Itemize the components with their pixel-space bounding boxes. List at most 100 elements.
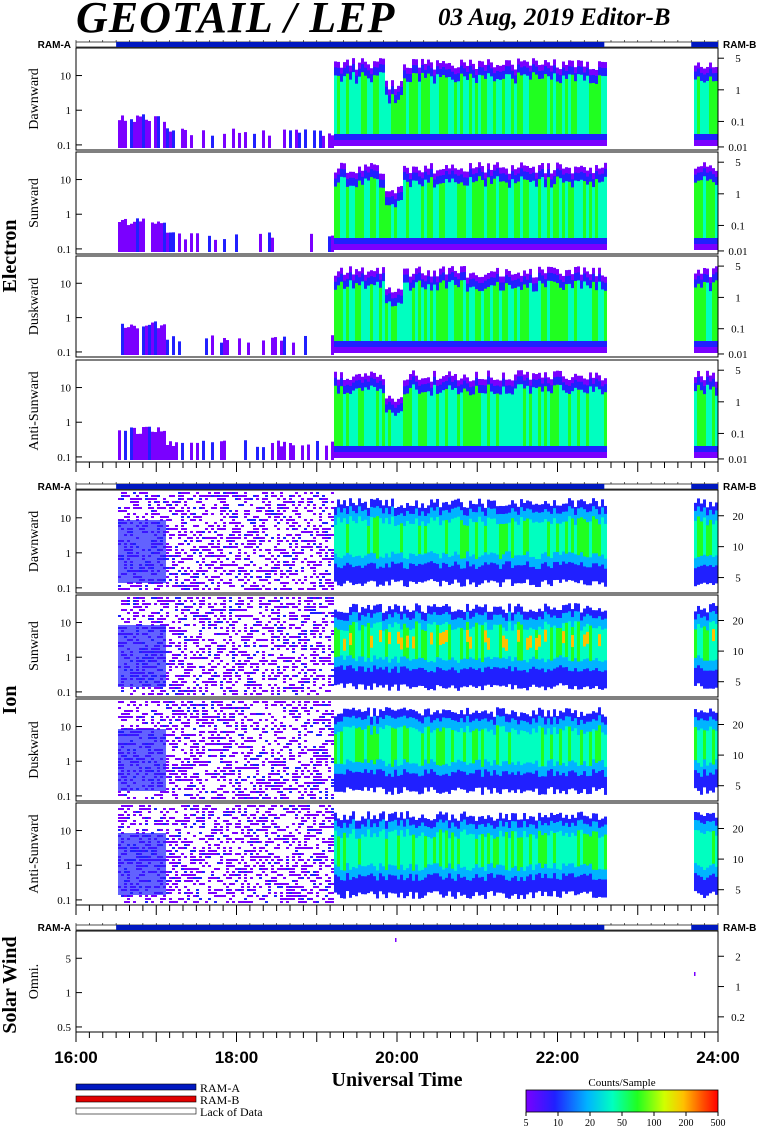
spectro-cell <box>388 409 391 446</box>
spectro-cell <box>247 597 250 599</box>
spectro-cell <box>280 645 283 647</box>
spectro-cell <box>262 570 265 572</box>
spectro-cell <box>244 725 247 727</box>
spectro-cell <box>133 492 136 494</box>
spectro-cell <box>184 570 187 572</box>
spectro-cell <box>205 779 208 781</box>
spectro-cell <box>124 520 127 583</box>
spectro-cell <box>133 690 136 692</box>
spectro-cell <box>517 286 520 341</box>
spectro-cell <box>331 441 334 460</box>
spectro-cell <box>274 704 277 706</box>
spectro-cell <box>244 755 247 757</box>
spectro-cell <box>322 606 325 608</box>
spectro-cell <box>292 552 295 554</box>
spectro-cell <box>274 719 277 721</box>
spectro-cell <box>166 600 169 602</box>
spectro-cell <box>259 719 262 721</box>
spectro-cell <box>190 749 193 751</box>
spectro-cell <box>118 498 121 500</box>
spectro-cell <box>481 75 484 134</box>
spectro-cell <box>307 597 310 599</box>
spectro-cell <box>208 606 211 608</box>
spectro-cell <box>331 600 334 602</box>
spectro-cell <box>169 504 172 506</box>
spectro-cell <box>295 558 298 560</box>
spectro-cell <box>322 534 325 536</box>
spectro-cell <box>238 770 241 772</box>
spectro-cell <box>211 606 214 608</box>
spectro-cell <box>337 285 340 341</box>
spectro-cell <box>424 179 427 238</box>
spectro-cell <box>235 767 238 769</box>
spectro-cell <box>349 185 352 238</box>
spectro-cell <box>301 630 304 632</box>
spectro-cell <box>229 731 232 733</box>
spectro-cell <box>295 675 298 677</box>
spectro-cell <box>220 681 223 683</box>
spectro-cell <box>565 284 568 341</box>
spectro-cell <box>187 507 190 509</box>
spectro-cell <box>199 564 202 566</box>
spectro-cell <box>190 734 193 736</box>
spectro-cell <box>316 576 319 578</box>
spectro-cell <box>604 76 607 134</box>
spectro-cell <box>517 384 520 446</box>
spectro-cell <box>154 612 157 614</box>
spectro-cell <box>286 561 289 563</box>
spectro-cell <box>175 564 178 566</box>
spectro-cell <box>220 770 223 772</box>
spectro-cell <box>139 704 142 706</box>
spectro-cell <box>211 525 214 527</box>
spectro-cell <box>277 648 280 650</box>
spectro-cell <box>313 495 316 497</box>
spectro-cell <box>199 761 202 763</box>
spectro-cell <box>229 570 232 572</box>
spectro-cell <box>268 576 271 578</box>
spectro-cell <box>262 764 265 766</box>
spectro-cell <box>313 609 316 611</box>
spectro-cell <box>442 280 445 341</box>
spectro-cell <box>505 283 508 341</box>
spectro-cell <box>166 615 169 617</box>
spectro-cell <box>202 731 205 733</box>
spectro-cell <box>220 612 223 614</box>
spectro-cell <box>187 498 190 500</box>
spectro-cell <box>241 543 244 545</box>
spectro-cell <box>493 285 496 341</box>
spectro-cell <box>529 393 532 446</box>
spectro-cell <box>178 648 181 650</box>
spectro-cell <box>223 525 226 527</box>
spectro-cell <box>130 324 133 355</box>
spectro-cell <box>274 516 277 518</box>
spectro-cell <box>193 576 196 578</box>
spectro-cell <box>253 663 256 665</box>
spectro-cell <box>265 690 268 692</box>
spectro-cell <box>211 743 214 745</box>
spectro-cell <box>364 178 367 238</box>
spectro-cell <box>208 678 211 680</box>
spectro-cell <box>202 588 205 590</box>
spectro-cell <box>277 731 280 733</box>
spectro-cell <box>226 340 229 355</box>
spectro-cell <box>241 654 244 656</box>
spectro-cell <box>166 624 169 626</box>
spectro-cell <box>229 764 232 766</box>
spectro-cell <box>190 716 193 718</box>
spectro-cell <box>229 713 232 715</box>
spectro-cell <box>232 648 235 650</box>
spectro-cell <box>229 672 232 674</box>
spectro-cell <box>322 135 325 148</box>
spectro-cell <box>262 749 265 751</box>
spectro-cell <box>292 558 295 560</box>
spectro-cell <box>184 716 187 718</box>
spectro-cell <box>187 758 190 760</box>
spectro-cell <box>205 764 208 766</box>
spectro-cell <box>355 523 358 557</box>
spectro-cell <box>223 690 226 692</box>
spectro-cell <box>208 672 211 674</box>
spectro-cell <box>163 625 166 687</box>
spectro-cell <box>310 498 313 500</box>
spectro-cell <box>169 743 172 745</box>
spectro-cell <box>298 633 301 635</box>
